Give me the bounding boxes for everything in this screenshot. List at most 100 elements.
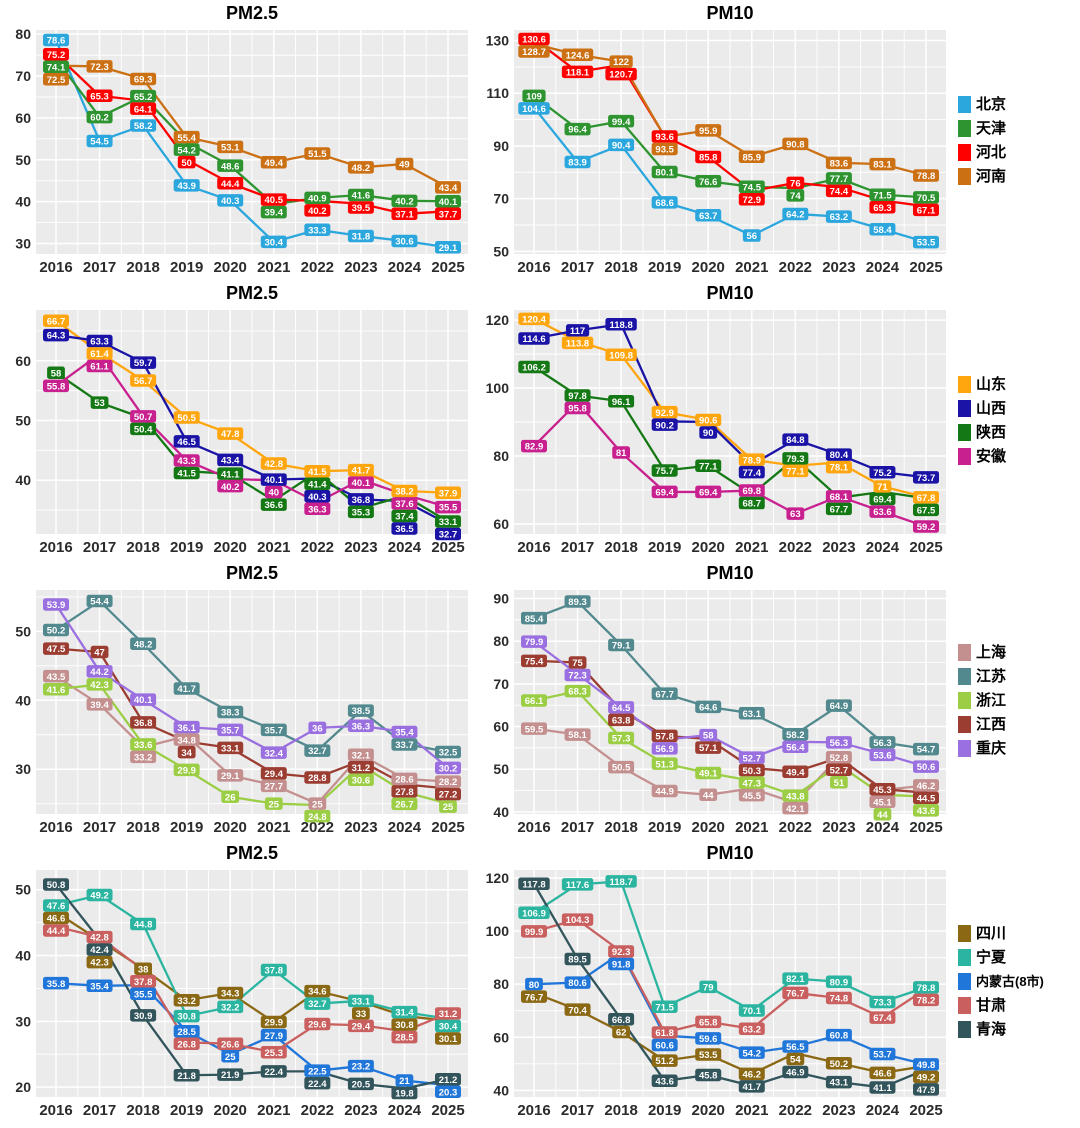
legend-label: 四川 <box>976 925 1007 942</box>
data-label-text: 37.1 <box>395 209 414 220</box>
data-label-内蒙古(8市): 22.5 <box>304 1064 331 1077</box>
data-label-text: 58.4 <box>873 225 892 236</box>
legend-item-浙江: 浙江 <box>958 691 1080 709</box>
data-label-江西: 29.4 <box>260 767 287 780</box>
data-label-text: 28.5 <box>395 1033 414 1044</box>
legend-swatch <box>958 997 971 1014</box>
data-label-text: 29.1 <box>221 771 240 782</box>
y-axis-tick-label: 90 <box>493 591 509 607</box>
data-label-text: 83.6 <box>830 158 849 169</box>
data-label-text: 113.8 <box>566 338 589 349</box>
data-label-text: 44.9 <box>655 787 674 798</box>
x-axis-tick-label: 2020 <box>692 819 725 836</box>
data-label-内蒙古(8市): 53.7 <box>869 1047 896 1061</box>
data-label-box <box>177 155 196 169</box>
data-label-text: 64.2 <box>786 210 805 221</box>
chart-pm25-svg: 20 30 40 50 2016 2017 2018 2019 2020 2021 2022 2023… <box>15 843 468 1119</box>
series-line-江苏 <box>54 599 450 754</box>
data-label-box <box>825 763 852 777</box>
data-label-box <box>518 877 550 891</box>
data-label-宁夏: 47.6 <box>43 899 69 912</box>
data-label-box <box>86 89 113 102</box>
y-axis-tick-label: 100 <box>486 923 510 939</box>
data-label-box <box>264 797 283 810</box>
row-1-pm25-chart: 30 40 50 60 70 80 2016 2017 2018 2019 2020 2021 2022… <box>0 0 478 280</box>
data-label-天津: 96.4 <box>564 122 591 136</box>
data-label-浙江: 44 <box>873 808 892 821</box>
data-label-box <box>130 974 157 988</box>
data-label-box <box>913 503 939 517</box>
data-label-box <box>304 1076 331 1090</box>
data-label-box <box>564 728 591 741</box>
data-label-box <box>825 699 852 712</box>
data-label-四川: 54 <box>786 1052 805 1066</box>
y-axis-tick-label: 80 <box>493 448 509 464</box>
data-label-text: 75.2 <box>47 50 66 61</box>
data-label-上海: 44 <box>699 788 718 801</box>
data-label-box <box>217 467 244 480</box>
data-label-text: 25 <box>443 802 454 813</box>
data-label-text: 46.5 <box>177 437 196 448</box>
data-label-text: 43.4 <box>439 183 458 194</box>
data-label-内蒙古(8市): 21 <box>395 1074 414 1087</box>
data-label-河南: 90.8 <box>782 137 809 150</box>
legend-item-山东: 山东 <box>958 375 1080 393</box>
y-axis-tick-label: 90 <box>493 138 509 154</box>
x-axis-tick-label: 2016 <box>517 819 550 836</box>
data-label-甘肃: 29.4 <box>347 1019 374 1033</box>
data-label-河北: 65.3 <box>86 89 113 102</box>
data-label-text: 33.6 <box>134 740 153 751</box>
data-label-四川: 53.5 <box>695 1048 722 1061</box>
data-label-text: 64.9 <box>830 701 849 712</box>
data-label-box <box>177 745 196 759</box>
y-axis-tick-label: 100 <box>486 380 510 396</box>
data-label-text: 50.5 <box>612 763 631 774</box>
data-label-山东: 42.8 <box>260 457 287 470</box>
x-axis-tick-label: 2016 <box>39 819 72 836</box>
data-label-text: 63.2 <box>830 212 849 223</box>
data-label-text: 47.9 <box>917 1085 936 1096</box>
data-label-text: 120.7 <box>609 70 633 81</box>
y-axis-tick-label: 60 <box>493 516 509 532</box>
data-label-text: 27.7 <box>265 781 284 792</box>
data-label-上海: 45.5 <box>738 788 765 802</box>
data-label-box <box>347 1077 374 1091</box>
data-label-text: 35.7 <box>221 726 240 737</box>
data-label-山西: 90 <box>699 426 718 439</box>
data-label-box <box>913 791 939 805</box>
data-label-text: 54.4 <box>90 597 109 608</box>
data-label-text: 37.7 <box>439 209 458 220</box>
x-axis-tick-label: 2025 <box>431 1102 464 1119</box>
data-label-山西: 117 <box>565 324 590 337</box>
data-label-河南: 55.4 <box>173 130 200 144</box>
data-label-text: 96.4 <box>568 125 587 136</box>
data-label-江苏: 33.7 <box>391 738 418 751</box>
data-label-text: 46.9 <box>786 1068 805 1079</box>
data-label-陕西: 96.1 <box>608 395 635 408</box>
data-label-北京: 58.4 <box>869 222 896 236</box>
legend-swatch <box>958 715 971 733</box>
data-label-浙江: 29.9 <box>173 763 200 776</box>
data-label-河北: 74.4 <box>825 184 852 197</box>
y-axis-tick-label: 30 <box>15 761 31 777</box>
data-label-text: 73.3 <box>873 998 892 1009</box>
data-label-box <box>695 1048 722 1061</box>
data-label-box <box>869 1011 896 1024</box>
data-label-box <box>304 744 331 757</box>
data-label-上海: 52.8 <box>825 751 852 764</box>
data-label-box <box>699 426 718 439</box>
data-label-text: 46.6 <box>873 1068 892 1079</box>
data-label-安徽: 40 <box>264 485 283 499</box>
data-label-text: 64.6 <box>699 703 718 714</box>
data-label-天津: 70.5 <box>913 191 939 204</box>
data-label-青海: 30.9 <box>130 1009 157 1022</box>
data-label-text: 67.1 <box>917 205 936 216</box>
data-label-text: 36 <box>312 723 323 734</box>
data-label-box <box>435 194 461 208</box>
data-label-河北: 67.1 <box>913 203 939 216</box>
data-label-宁夏: 44.8 <box>130 917 157 931</box>
data-label-box <box>43 33 69 47</box>
data-label-四川: 34.6 <box>304 984 331 998</box>
data-label-box <box>260 767 287 780</box>
data-label-山东: 61.4 <box>86 347 113 360</box>
